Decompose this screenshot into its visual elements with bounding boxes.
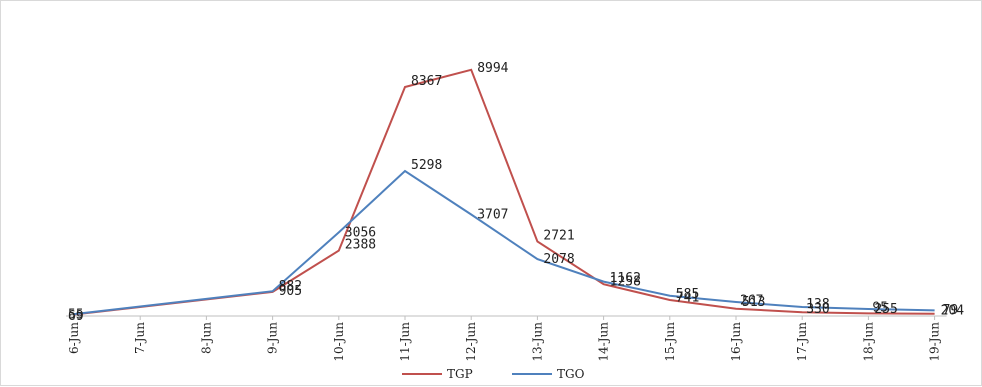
x-tick-label: 16-Jun (729, 322, 743, 362)
axis-layer: 6-Jun 7-Jun 8-Jun 9-Jun 10-Jun 11-Jun 12-Jun 13… (66, 315, 947, 362)
legend-label-tgo: TGO (557, 367, 585, 381)
data-label-tgp: 2388 (345, 238, 376, 253)
legend: TGP TGO (402, 367, 585, 381)
x-tick-label: 15-Jun (663, 322, 677, 362)
series-layer (73, 68, 935, 316)
x-tick-label: 9-Jun (266, 322, 280, 354)
x-tick-label: 11-Jun (398, 322, 412, 362)
data-label-tgo: 330 (806, 302, 829, 317)
data-label-layer: 55 882 2388 8367 8994 2721 1162 585 267 138 95 79 69… (68, 61, 964, 324)
x-tick-label: 7-Jun (133, 322, 147, 354)
legend-label-tgp: TGP (447, 367, 473, 381)
data-label-tgo: 3707 (477, 208, 508, 223)
x-tick-label: 8-Jun (199, 322, 213, 354)
data-label-tgp: 138 (806, 297, 829, 312)
data-label-tgp: 1162 (610, 271, 641, 286)
data-label-tgo: 1258 (610, 275, 641, 290)
x-tick-label: 6-Jun (67, 322, 81, 354)
data-label-tgo: 255 (874, 302, 897, 317)
data-label-tgp: 882 (279, 279, 302, 294)
data-label-tgp: 79 (943, 303, 959, 318)
series-line-tgo (73, 169, 935, 316)
data-label-tgp: 2721 (543, 229, 574, 244)
data-label-tgo: 69 (68, 309, 84, 324)
data-label-tgp: 55 (68, 308, 84, 323)
data-label-tgp: 95 (872, 300, 888, 315)
x-tick-label: 19-Jun (928, 322, 942, 362)
x-tick-label: 12-Jun (464, 322, 478, 362)
x-tick-label: 14-Jun (597, 322, 611, 362)
data-label-tgp: 267 (740, 294, 763, 309)
data-label-tgo: 204 (941, 303, 965, 318)
data-label-tgp: 585 (676, 287, 699, 302)
data-label-tgp: 8994 (477, 61, 508, 76)
data-label-tgo: 2078 (543, 252, 574, 267)
x-tick-label: 13-Jun (530, 322, 544, 362)
series-line-tgp (73, 68, 935, 316)
data-label-tgo: 905 (279, 284, 302, 299)
x-tick-label: 18-Jun (861, 322, 875, 362)
x-tick-label: 17-Jun (795, 322, 809, 362)
data-label-tgo: 5298 (411, 158, 442, 173)
data-label-tgo: 513 (742, 295, 765, 310)
data-label-tgo: 3056 (345, 225, 376, 240)
data-label-tgp: 8367 (411, 74, 442, 89)
x-tick-label: 10-Jun (332, 322, 346, 362)
data-label-tgo: 741 (676, 291, 699, 306)
